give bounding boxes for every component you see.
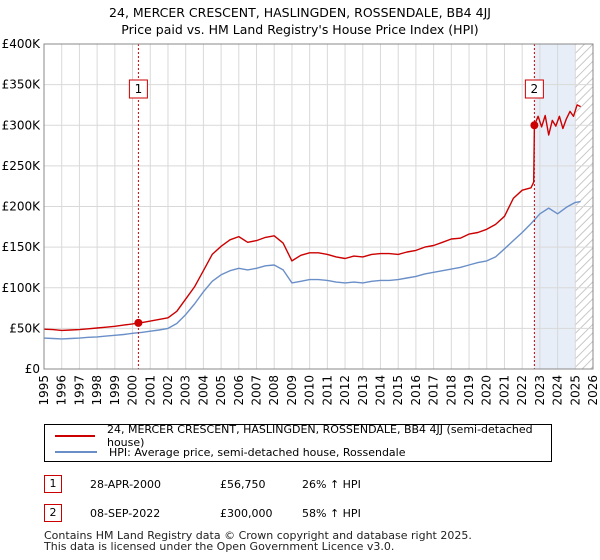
x-tick-label: 2026 [586,375,600,406]
x-tick-label: 2007 [250,375,264,406]
sale-point [134,318,143,327]
x-tick-label: 2024 [551,375,565,406]
annotation-label: 2 [531,82,539,96]
transaction-hpi-change: 58% ↑ HPI [302,507,361,520]
footer-copyright: Contains HM Land Registry data © Crown c… [44,529,472,542]
x-tick-label: 2004 [196,375,210,406]
annotation-box [524,79,544,99]
y-tick-label: £150K [2,240,42,254]
y-tick-label: £200K [2,200,42,214]
x-tick-label: 2020 [480,375,494,406]
x-tick-label: 2025 [568,375,582,406]
x-tick-label: 2023 [533,375,547,406]
x-tick-label: 2017 [427,375,441,406]
y-tick-label: £250K [2,159,42,173]
y-tick-label: £400K [2,37,42,51]
x-tick-label: 1997 [72,375,86,406]
x-tick-label: 2022 [515,375,529,406]
x-tick-label: 2012 [338,375,352,406]
title-line-2: Price paid vs. HM Land Registry's House … [121,22,479,37]
legend-hpi-label: HPI: Average price, semi-detached house,… [109,445,406,459]
transaction-date: 08-SEP-2022 [90,507,161,520]
annotation-label: 1 [135,82,143,96]
y-tick-label: £100K [2,281,42,295]
annotation-box [128,79,148,99]
y-tick-label: £350K [2,78,42,92]
y-tick-label: £0 [25,362,40,376]
x-tick-label: 2005 [214,375,228,406]
legend-item-property: 24, MERCER CRESCENT, HASLINGDEN, ROSSEND… [55,423,551,449]
x-tick-label: 2014 [373,375,387,406]
y-tick-label: £50K [9,321,41,335]
title-line-1: 24, MERCER CRESCENT, HASLINGDEN, ROSSEND… [109,5,491,20]
legend-property-swatch [55,435,95,437]
x-tick-label: 2002 [161,375,175,406]
footer: Contains HM Land Registry data © Crown c… [44,530,472,552]
x-tick-label: 1999 [108,375,122,406]
y-tick-label: £300K [2,118,42,132]
x-tick-label: 1995 [37,375,51,406]
x-tick-label: 2003 [179,375,193,406]
transaction-marker: 2 [44,504,62,522]
x-tick-label: 2016 [409,375,423,406]
x-tick-label: 1998 [90,375,104,406]
x-tick-label: 2006 [232,375,246,406]
x-tick-label: 2015 [391,375,405,406]
x-tick-label: 2011 [320,375,334,406]
x-tick-label: 2018 [444,375,458,406]
x-tick-label: 2010 [303,375,317,406]
x-tick-label: 2013 [356,375,370,406]
x-tick-label: 2019 [462,375,476,406]
legend-item-hpi: HPI: Average price, semi-detached house,… [55,444,406,460]
transaction-hpi-change: 26% ↑ HPI [302,478,361,491]
price-chart: 1 2 £0 £50K £100K £150K £200K £250K £300K £350K £… [2,37,600,406]
x-tick-label: 2000 [126,375,140,406]
transaction-price: £300,000 [220,507,273,520]
legend-hpi-swatch [55,451,97,453]
transaction-price: £56,750 [220,478,266,491]
hpi-series-line [43,200,581,340]
x-tick-label: 2001 [143,375,157,406]
x-tick-label: 2021 [497,375,511,406]
x-tick-label: 1996 [55,375,69,406]
transaction-date: 28-APR-2000 [90,478,162,491]
footer-licence: This data is licensed under the Open Gov… [44,540,395,553]
plot-frame [43,43,594,370]
x-tick-label: 2009 [285,375,299,406]
legend-property-label: 24, MERCER CRESCENT, HASLINGDEN, ROSSEND… [106,423,533,449]
transaction-marker: 1 [44,475,62,493]
chart-title: 24, MERCER CRESCENT, HASLINGDEN, ROSSEND… [0,4,600,38]
legend: 24, MERCER CRESCENT, HASLINGDEN, ROSSEND… [44,423,552,462]
x-tick-label: 2008 [267,375,281,406]
